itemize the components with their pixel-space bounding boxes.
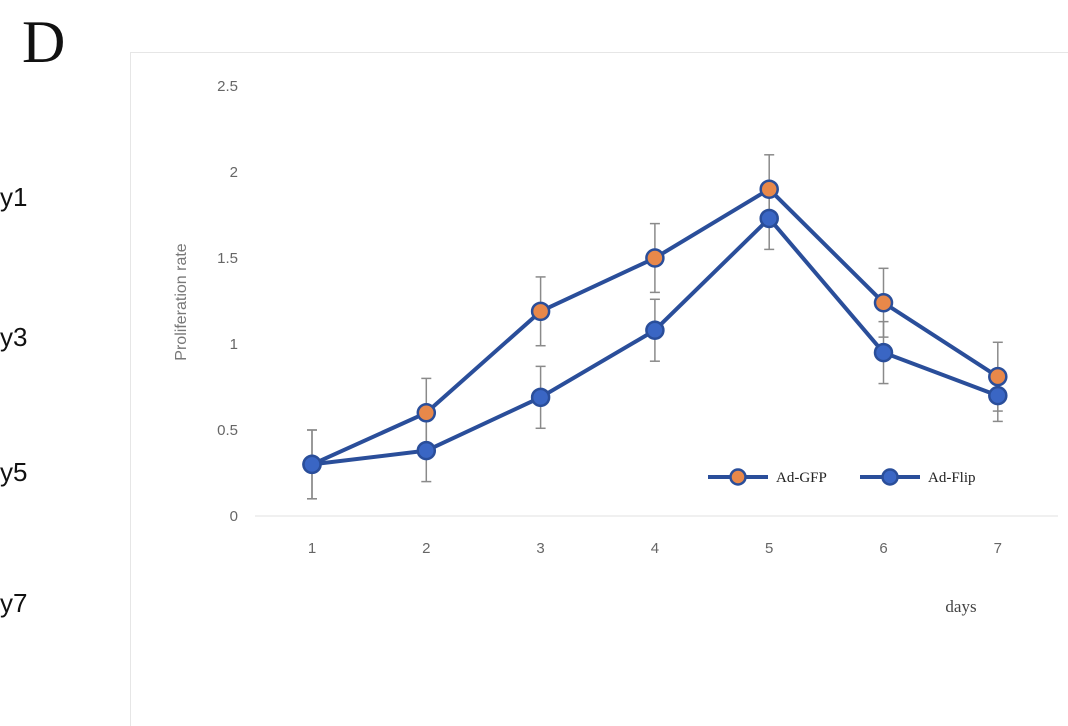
data-point-ad-gfp: [759, 179, 779, 199]
data-point-ad-gfp: [988, 366, 1008, 387]
x-tick-label: 5: [765, 540, 773, 557]
y-axis-label: Proliferation rate: [173, 243, 190, 360]
x-tick-label: 7: [994, 540, 1002, 557]
y-tick-label: 1.5: [217, 250, 238, 267]
data-points: [302, 179, 1008, 475]
data-point-ad-flip: [416, 440, 437, 461]
x-tick-label: 6: [879, 540, 887, 557]
legend-marker-ad-gfp: [729, 468, 747, 486]
y-tick-label: 0: [230, 508, 238, 525]
data-point-ad-flip: [645, 320, 665, 340]
x-tick-label: 1: [308, 540, 316, 557]
side-label-y3: y3: [0, 322, 28, 352]
x-tick-label: 3: [536, 540, 544, 557]
x-axis-label: days: [945, 597, 976, 616]
y-tick-labels: 0 0.5 1 1.5 2 2.5: [217, 78, 238, 525]
data-point-ad-gfp: [645, 248, 665, 268]
x-tick-label: 4: [651, 540, 659, 557]
legend: Ad-GFP Ad-Flip: [708, 468, 976, 486]
y-tick-label: 1: [230, 336, 238, 353]
data-point-ad-gfp: [873, 292, 894, 313]
data-point-ad-flip: [302, 454, 322, 475]
panel-letter: D: [22, 9, 66, 75]
side-label-y7: y7: [0, 588, 28, 618]
x-tick-labels: 1 2 3 4 5 6 7: [308, 540, 1002, 557]
y-tick-label: 2: [230, 164, 238, 181]
legend-marker-ad-flip: [881, 468, 899, 486]
y-tick-label: 0.5: [217, 422, 238, 439]
chart-frame: [130, 52, 1068, 726]
data-point-ad-flip: [759, 208, 779, 229]
data-point-ad-gfp: [416, 403, 437, 423]
data-point-ad-flip: [530, 387, 551, 408]
data-point-ad-flip: [988, 385, 1008, 406]
data-point-ad-gfp: [530, 301, 551, 322]
x-tick-label: 2: [422, 540, 430, 557]
side-label-y5: y5: [0, 457, 28, 487]
y-axis-label-group: Proliferation rate: [173, 243, 190, 360]
legend-label-ad-flip: Ad-Flip: [928, 470, 976, 486]
legend-label-ad-gfp: Ad-GFP: [776, 470, 827, 486]
y-tick-label: 2.5: [217, 78, 238, 95]
side-label-y1: y1: [0, 182, 28, 212]
data-point-ad-flip: [873, 342, 894, 363]
